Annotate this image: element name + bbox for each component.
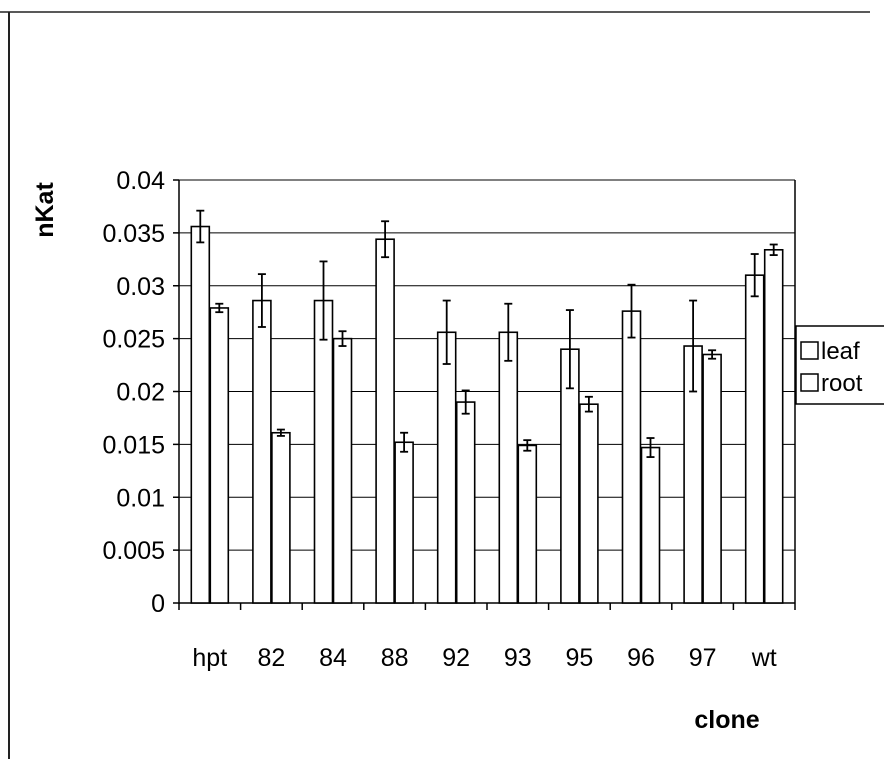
x-tick-label: 82 [257, 644, 285, 672]
x-tick-label: wt [751, 644, 777, 672]
y-tick-label: 0.01 [116, 484, 165, 512]
bar-root [517, 444, 538, 604]
bar-leaf [190, 225, 211, 604]
y-tick-label: 0.03 [116, 273, 165, 301]
x-tick-label: 97 [689, 644, 717, 672]
x-axis-title: clone [694, 706, 759, 734]
x-axis [178, 602, 796, 610]
bar-root [763, 248, 784, 604]
x-tick-label: 84 [319, 644, 347, 672]
bar-leaf [498, 331, 519, 604]
y-tick-label: 0.035 [102, 220, 165, 248]
y-tick-labels: 0 0.005 0.01 0.015 0.02 0.025 0.03 0.035 0.04 [102, 167, 165, 618]
bar-leaf [621, 310, 642, 604]
bar-leaf [252, 299, 272, 604]
legend-swatch-leaf [800, 341, 819, 360]
bar-root [640, 446, 661, 604]
bar-leaf [436, 331, 457, 604]
x-tick-label: 95 [565, 644, 593, 672]
bar-root [394, 441, 414, 604]
legend-box [795, 325, 884, 405]
bar-leaf [313, 299, 334, 604]
bars [190, 225, 784, 604]
x-tick-label: 96 [627, 644, 655, 672]
bar-root [209, 307, 230, 604]
legend-label-root: root [821, 370, 863, 397]
bar-root [271, 431, 291, 604]
y-tick-label: 0.015 [102, 431, 165, 459]
y-tick-label: 0.025 [102, 326, 165, 354]
x-tick-labels: hpt 82 84 88 92 93 95 96 97 wt [192, 644, 776, 672]
legend: leaf root [795, 325, 884, 405]
y-tick-label: 0.005 [102, 537, 165, 565]
x-tick-label: 88 [381, 644, 409, 672]
bar-root [579, 403, 599, 604]
legend-label-leaf: leaf [821, 338, 860, 365]
y-tick-label: 0.02 [116, 379, 165, 407]
y-tick-label: 0 [151, 590, 165, 618]
bar-root [702, 353, 722, 604]
y-axis [173, 179, 796, 604]
legend-swatch-root [800, 373, 819, 392]
y-axis-title: nKat [31, 182, 59, 238]
bar-root [455, 401, 476, 604]
y-tick-label: 0.04 [116, 167, 165, 195]
x-tick-label: 93 [504, 644, 532, 672]
x-tick-label: hpt [192, 644, 227, 672]
bar-leaf [375, 238, 395, 604]
x-tick-label: 92 [442, 644, 470, 672]
bar-root [332, 337, 353, 604]
error-bars [196, 209, 778, 458]
bar-leaf [744, 274, 765, 604]
